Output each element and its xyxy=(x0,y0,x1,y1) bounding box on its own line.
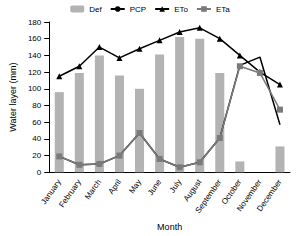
svg-text:June: June xyxy=(146,177,164,197)
svg-text:August: August xyxy=(181,177,204,204)
svg-text:ETa: ETa xyxy=(216,5,230,14)
svg-text:PCP: PCP xyxy=(130,5,146,14)
svg-text:February: February xyxy=(57,178,83,209)
svg-text:October: October xyxy=(219,177,244,207)
svg-text:July: July xyxy=(168,178,184,195)
svg-text:December: December xyxy=(255,177,284,213)
svg-text:180: 180 xyxy=(28,18,42,27)
svg-text:Water layer (mm): Water layer (mm) xyxy=(8,63,18,132)
svg-text:60: 60 xyxy=(32,118,41,127)
svg-text:ETo: ETo xyxy=(174,5,188,14)
svg-text:April: April xyxy=(107,178,124,196)
svg-text:Def: Def xyxy=(89,5,102,14)
svg-text:0: 0 xyxy=(37,168,42,177)
svg-text:May: May xyxy=(127,178,143,196)
svg-text:March: March xyxy=(83,178,103,201)
svg-text:20: 20 xyxy=(32,151,41,160)
svg-text:80: 80 xyxy=(32,101,41,110)
svg-text:140: 140 xyxy=(28,51,42,60)
svg-text:120: 120 xyxy=(28,68,42,77)
svg-text:40: 40 xyxy=(32,134,41,143)
svg-text:100: 100 xyxy=(28,84,42,93)
svg-text:January: January xyxy=(39,177,63,207)
svg-text:160: 160 xyxy=(28,34,42,43)
svg-text:September: September xyxy=(194,177,224,214)
svg-text:Month: Month xyxy=(157,222,182,232)
svg-text:November: November xyxy=(235,177,264,214)
